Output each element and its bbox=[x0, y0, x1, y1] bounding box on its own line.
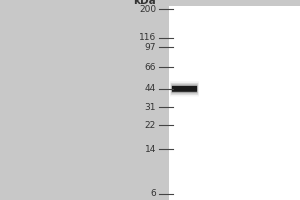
Text: 6: 6 bbox=[150, 190, 156, 198]
Text: 66: 66 bbox=[145, 63, 156, 72]
Text: 22: 22 bbox=[145, 121, 156, 130]
Text: 14: 14 bbox=[145, 145, 156, 154]
FancyBboxPatch shape bbox=[171, 83, 198, 95]
Text: kDa: kDa bbox=[133, 0, 156, 6]
Text: 97: 97 bbox=[145, 43, 156, 52]
Text: 31: 31 bbox=[145, 103, 156, 112]
FancyBboxPatch shape bbox=[169, 6, 300, 200]
Text: 44: 44 bbox=[145, 84, 156, 93]
FancyBboxPatch shape bbox=[172, 86, 197, 92]
Text: 116: 116 bbox=[139, 33, 156, 42]
FancyBboxPatch shape bbox=[170, 81, 199, 96]
FancyBboxPatch shape bbox=[172, 85, 197, 93]
Text: 200: 200 bbox=[139, 4, 156, 14]
